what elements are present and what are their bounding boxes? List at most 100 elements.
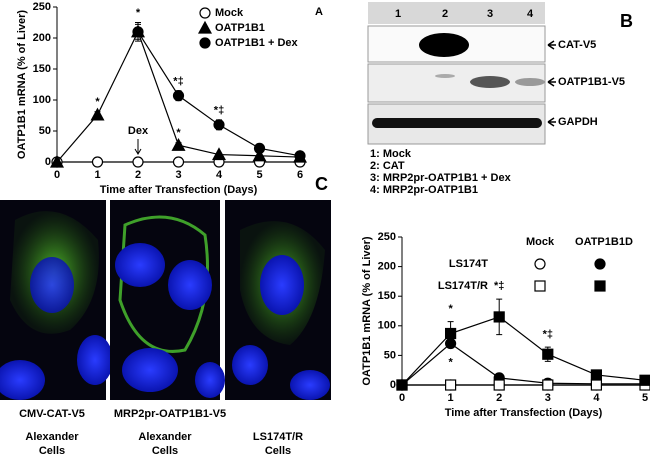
key: 4: MRP2pr-OATP1B1 xyxy=(370,184,478,196)
nucleus xyxy=(122,348,178,392)
legend-label: Mock xyxy=(215,7,244,19)
band xyxy=(435,74,455,78)
key: 3: MRP2pr-OATP1B1 + Dex xyxy=(370,172,512,184)
marker xyxy=(294,150,306,162)
annotation: *‡ xyxy=(543,329,553,341)
cell-label: Alexander xyxy=(138,431,192,443)
nucleus xyxy=(168,260,212,310)
y-tick-label: 100 xyxy=(378,320,396,332)
legend-column: Mock xyxy=(526,236,555,248)
nucleus xyxy=(232,345,268,385)
micrographs: CMV-CAT-V5 MRP2pr-OATP1B1-V5 Alexander C… xyxy=(0,174,331,457)
lane-label: 3 xyxy=(487,8,493,20)
marker xyxy=(396,379,408,391)
band xyxy=(419,33,469,57)
legend-label: OATP1B1 xyxy=(215,22,265,34)
legend-label: OATP1B1 + Dex xyxy=(215,37,299,49)
marker xyxy=(252,148,267,162)
blot: 1 2 3 4 CAT-V5 OATP1B1-V5 GAPDH 1: Mock … xyxy=(367,2,633,196)
annotation-arrow xyxy=(134,139,142,155)
panel-letter: B xyxy=(620,11,633,31)
x-tick-label: 6 xyxy=(297,169,303,181)
y-tick-label: 0 xyxy=(390,379,396,391)
annotation: * xyxy=(176,127,181,139)
marker xyxy=(594,258,606,270)
marker xyxy=(493,311,505,323)
nucleus xyxy=(260,255,304,315)
nucleus xyxy=(77,335,113,385)
marker xyxy=(172,156,185,168)
band xyxy=(470,76,510,88)
annotation: *‡ xyxy=(173,75,183,87)
panel-letter: A xyxy=(315,6,323,18)
cell-label: LS174T/R xyxy=(253,431,303,443)
annotation: * xyxy=(95,96,100,108)
y-tick-label: 0 xyxy=(45,156,51,168)
marker xyxy=(211,147,227,161)
marker xyxy=(213,119,225,131)
cell xyxy=(118,215,209,353)
y-tick-label: 150 xyxy=(33,63,51,75)
marker xyxy=(542,379,554,391)
y-tick-label: 100 xyxy=(33,94,51,106)
marker xyxy=(132,26,144,38)
legend-row: LS174T/R xyxy=(438,280,488,292)
nucleus xyxy=(115,243,165,287)
nucleus xyxy=(195,362,225,398)
band-label: OATP1B1-V5 xyxy=(558,76,625,88)
y-tick-label: 250 xyxy=(378,231,396,243)
y-axis-label: OATP1B1 mRNA (% of Liver) xyxy=(16,10,28,159)
x-axis-label: Time after Transfection (Days) xyxy=(100,184,258,196)
x-axis-label: Time after Transfection (Days) xyxy=(445,407,603,419)
cell-label: Cells xyxy=(265,445,291,457)
marker xyxy=(445,327,457,340)
panel-letter: C xyxy=(315,174,328,194)
marker xyxy=(49,154,65,168)
band xyxy=(372,118,542,128)
annotation: * xyxy=(448,356,453,368)
cell-label: Cells xyxy=(39,445,65,457)
y-tick-label: 200 xyxy=(33,32,51,44)
marker xyxy=(534,280,546,292)
key: 1: Mock xyxy=(370,148,412,160)
annotation: *‡ xyxy=(214,104,224,116)
marker xyxy=(197,20,213,34)
marker xyxy=(90,107,105,121)
marker xyxy=(590,369,603,381)
marker xyxy=(493,379,505,391)
x-tick-label: 2 xyxy=(135,169,141,181)
x-tick-label: 5 xyxy=(642,392,648,404)
series-line xyxy=(401,342,645,386)
nucleus xyxy=(290,370,330,400)
key: 2: CAT xyxy=(370,160,405,172)
annotation: Dex xyxy=(128,125,149,137)
x-tick-label: 4 xyxy=(216,169,223,181)
annotation: *‡ xyxy=(494,280,504,292)
cell-label: Cells xyxy=(152,445,178,457)
x-tick-label: 1 xyxy=(448,392,454,404)
annotation: * xyxy=(448,303,453,315)
y-axis-label: OATP1B1 mRNA (% of Liver) xyxy=(361,236,373,385)
x-tick-label: 5 xyxy=(256,169,262,181)
x-tick-label: 4 xyxy=(593,392,600,404)
x-tick-label: 0 xyxy=(54,169,60,181)
legend-row: LS174T xyxy=(449,258,488,270)
cell-label: Alexander xyxy=(25,431,79,443)
annotation: * xyxy=(136,7,141,19)
marker xyxy=(445,379,457,391)
marker xyxy=(253,142,266,154)
y-tick-label: 50 xyxy=(39,125,51,137)
image-label: MRP2pr-OATP1B1-V5 xyxy=(114,408,226,420)
marker xyxy=(594,280,606,292)
lane-label: 1 xyxy=(395,8,401,20)
x-tick-label: 2 xyxy=(496,392,502,404)
lane-header xyxy=(368,2,545,24)
marker xyxy=(534,258,546,270)
marker xyxy=(199,7,211,19)
y-tick-label: 50 xyxy=(384,349,396,361)
x-tick-label: 0 xyxy=(399,392,405,404)
marker xyxy=(172,90,185,102)
panel-letter: D xyxy=(625,236,633,248)
y-tick-label: 200 xyxy=(378,261,396,273)
